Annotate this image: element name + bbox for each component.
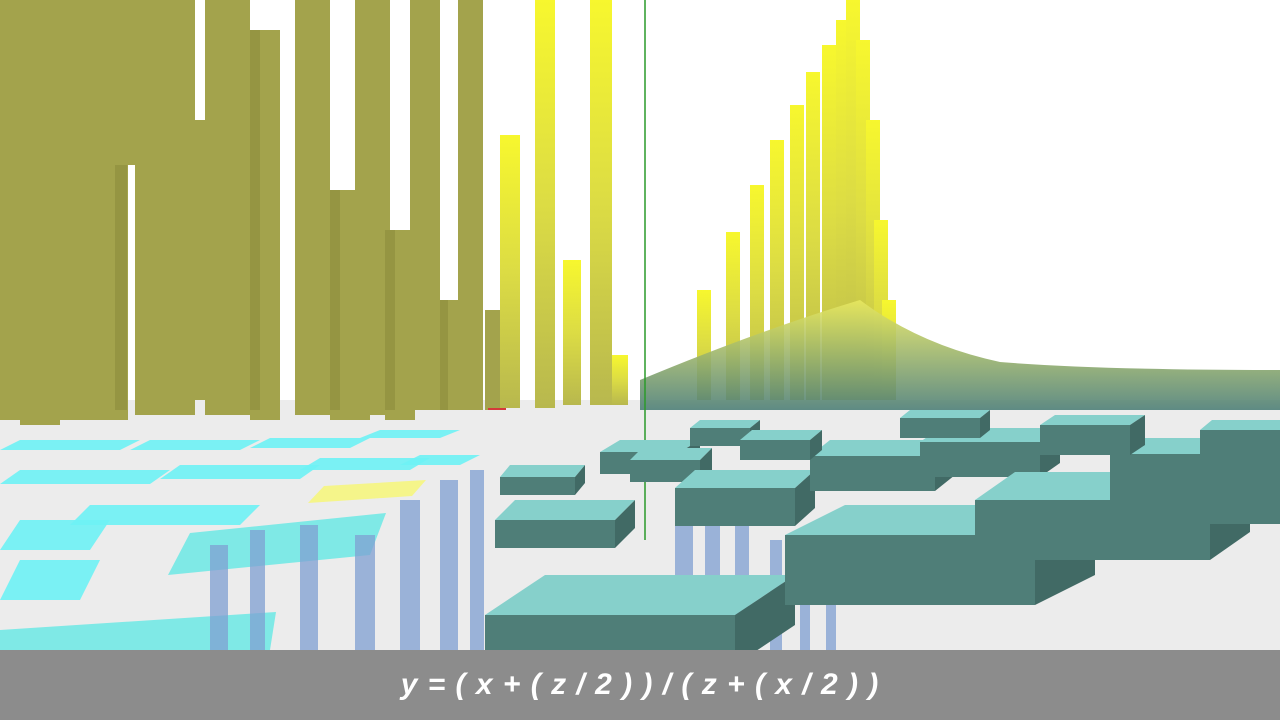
teal-block-side	[980, 410, 990, 438]
teal-block-side	[735, 575, 795, 650]
cyan-floor-tile	[250, 438, 370, 448]
olive-column	[410, 0, 440, 410]
yellow-column	[535, 0, 555, 408]
olive-column	[20, 0, 60, 425]
olive-column	[458, 0, 483, 410]
cyan-floor-tile	[300, 458, 430, 470]
teal-block-side	[810, 456, 935, 491]
reflection-stripe	[470, 470, 484, 650]
right-haze-surface	[640, 300, 1280, 410]
olive-column	[355, 0, 390, 415]
reflection-stripe	[440, 480, 458, 650]
cyan-floor-tile	[70, 505, 260, 525]
column-shade	[330, 190, 340, 410]
teal-block-top	[690, 420, 760, 428]
olive-column	[485, 310, 500, 410]
cyan-floor-tile	[360, 430, 460, 438]
teal-block-top	[495, 500, 635, 520]
cyan-floor-tile	[0, 440, 140, 450]
teal-block-side	[675, 488, 795, 526]
teal-block-top	[1040, 415, 1145, 425]
cyan-floor-tile	[160, 465, 320, 479]
teal-block-top	[630, 448, 712, 460]
column-shade	[385, 230, 395, 410]
teal-block-side	[495, 520, 615, 548]
olive-column	[115, 0, 135, 165]
teal-block-top	[485, 575, 795, 615]
reflection-stripe	[826, 580, 836, 650]
formula-caption: y = ( x + ( z / 2 ) ) / ( z + ( x / 2 ) …	[400, 668, 880, 701]
teal-block-side	[1200, 430, 1280, 460]
bar-surface-scene[interactable]	[0, 0, 1280, 650]
teal-block-side	[575, 465, 585, 495]
teal-block-side	[785, 535, 1035, 605]
3d-viewport[interactable]	[0, 0, 1280, 650]
reflection-stripe	[400, 500, 420, 650]
column-shade	[250, 30, 260, 410]
olive-column	[295, 0, 330, 415]
yellow-floor-tile	[308, 480, 426, 503]
teal-block-top	[900, 410, 990, 418]
column-shade	[440, 300, 448, 410]
teal-block-side	[500, 477, 575, 495]
reflection-stripe	[355, 535, 375, 650]
cyan-floor-tile	[0, 560, 100, 600]
teal-block-side	[810, 430, 822, 460]
olive-column	[135, 0, 195, 415]
caption-bar: y = ( x + ( z / 2 ) ) / ( z + ( x / 2 ) …	[0, 650, 1280, 720]
teal-block-side	[615, 500, 635, 548]
teal-block-top	[675, 470, 815, 488]
reflection-stripe	[300, 525, 318, 650]
teal-block-side	[1130, 415, 1145, 455]
yellow-column	[563, 260, 581, 405]
teal-block-top	[810, 440, 955, 456]
reflection-stripe	[210, 545, 228, 650]
teal-block-top	[740, 430, 822, 440]
teal-block-side	[920, 442, 1040, 477]
teal-blocks-group	[485, 410, 1280, 650]
teal-block-side	[1040, 425, 1130, 455]
cyan-floor-tile	[400, 455, 480, 465]
olive-column	[0, 0, 22, 420]
teal-block-side	[690, 428, 750, 446]
cyan-floor-tile	[0, 520, 110, 550]
yellow-column	[590, 0, 612, 405]
teal-block-side	[1110, 454, 1280, 524]
yellow-column	[612, 355, 628, 405]
olive-column	[205, 0, 250, 415]
teal-block-top	[500, 465, 585, 477]
reflection-stripe	[250, 530, 265, 650]
cyan-floor-tile	[130, 440, 260, 450]
cyan-floor-tile	[0, 470, 170, 484]
teal-block-top	[1200, 420, 1280, 430]
column-shade	[115, 165, 127, 410]
tall-columns-group	[0, 0, 896, 425]
teal-block-side	[900, 418, 980, 438]
yellow-column	[500, 135, 520, 408]
teal-block-side	[630, 460, 700, 482]
teal-block-side	[740, 440, 810, 460]
teal-block-side	[485, 615, 735, 650]
cyan-floor-tile	[0, 612, 276, 650]
